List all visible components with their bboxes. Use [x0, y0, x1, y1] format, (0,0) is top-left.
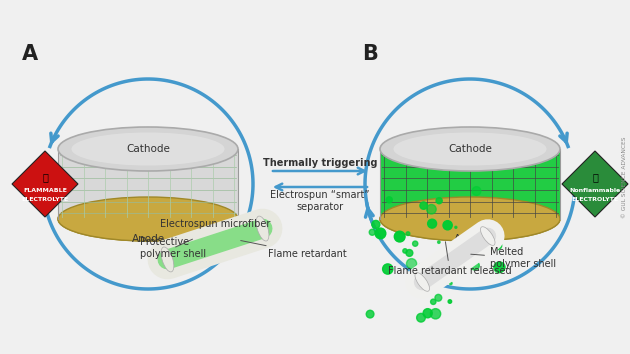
Circle shape [432, 262, 440, 270]
Ellipse shape [380, 197, 560, 241]
Circle shape [438, 241, 440, 244]
Circle shape [448, 300, 452, 303]
Text: ELECTROLYTE: ELECTROLYTE [571, 197, 619, 202]
Circle shape [430, 299, 436, 304]
Circle shape [471, 240, 472, 242]
Polygon shape [380, 149, 560, 219]
Circle shape [372, 221, 380, 228]
Ellipse shape [58, 197, 238, 241]
Circle shape [382, 264, 393, 274]
Polygon shape [380, 149, 387, 219]
Circle shape [413, 241, 418, 246]
Circle shape [495, 262, 505, 272]
Circle shape [471, 261, 479, 270]
Ellipse shape [161, 247, 174, 272]
Polygon shape [553, 149, 560, 219]
Text: Electrospun “smart”
separator: Electrospun “smart” separator [270, 190, 370, 212]
Text: Anode: Anode [454, 234, 486, 244]
Circle shape [465, 256, 469, 259]
Circle shape [436, 198, 442, 204]
Circle shape [471, 227, 476, 233]
Circle shape [406, 250, 413, 256]
Text: Flame retardant: Flame retardant [241, 241, 346, 259]
Circle shape [494, 262, 505, 273]
Circle shape [416, 313, 425, 322]
Circle shape [443, 221, 452, 230]
Circle shape [494, 241, 501, 250]
Circle shape [430, 309, 441, 319]
Text: Flame retardant released: Flame retardant released [388, 242, 512, 276]
Text: Melted
polymer shell: Melted polymer shell [471, 247, 556, 269]
Text: 🔥: 🔥 [42, 172, 48, 182]
Circle shape [423, 309, 432, 318]
Ellipse shape [71, 132, 224, 166]
Circle shape [406, 232, 410, 235]
Circle shape [406, 258, 416, 269]
Circle shape [472, 187, 481, 195]
Polygon shape [58, 149, 238, 219]
Text: Protective
polymer shell: Protective polymer shell [140, 238, 206, 259]
Text: A: A [22, 44, 38, 64]
Circle shape [420, 202, 427, 209]
Text: FLAMMABLE: FLAMMABLE [23, 188, 67, 193]
Ellipse shape [394, 132, 546, 166]
Circle shape [472, 228, 479, 235]
Circle shape [428, 219, 437, 228]
Circle shape [394, 231, 405, 242]
Text: Electrospun microfiber: Electrospun microfiber [160, 219, 270, 229]
Text: Cathode: Cathode [126, 144, 170, 154]
Text: Cathode: Cathode [448, 144, 492, 154]
Polygon shape [12, 151, 78, 217]
Polygon shape [562, 151, 628, 217]
Circle shape [416, 277, 424, 284]
Text: 🔥: 🔥 [592, 172, 598, 182]
Circle shape [403, 249, 407, 253]
Circle shape [435, 295, 442, 301]
Circle shape [423, 278, 427, 282]
Circle shape [418, 263, 426, 272]
Polygon shape [231, 149, 238, 219]
Text: Nonflammable: Nonflammable [570, 188, 621, 193]
Circle shape [369, 229, 375, 235]
Circle shape [366, 310, 374, 318]
Circle shape [442, 266, 449, 273]
Circle shape [375, 228, 386, 239]
Text: © GUL SCIENCE ADVANCES: © GUL SCIENCE ADVANCES [622, 136, 626, 218]
Ellipse shape [256, 216, 269, 241]
Circle shape [484, 240, 495, 251]
Circle shape [449, 282, 452, 285]
Ellipse shape [380, 197, 560, 241]
Ellipse shape [481, 227, 495, 245]
Text: Anode: Anode [132, 234, 164, 244]
Ellipse shape [58, 127, 238, 171]
Circle shape [452, 258, 456, 262]
Circle shape [427, 205, 436, 214]
Circle shape [386, 197, 392, 203]
Text: Thermally triggering: Thermally triggering [263, 158, 377, 168]
Text: B: B [362, 44, 378, 64]
Text: ELECTROLYTE: ELECTROLYTE [21, 197, 69, 202]
Ellipse shape [415, 273, 430, 291]
Polygon shape [58, 149, 65, 219]
Ellipse shape [380, 127, 560, 171]
Circle shape [421, 289, 427, 295]
Ellipse shape [58, 197, 238, 241]
Circle shape [418, 280, 423, 285]
Circle shape [455, 226, 457, 228]
Circle shape [454, 245, 458, 249]
